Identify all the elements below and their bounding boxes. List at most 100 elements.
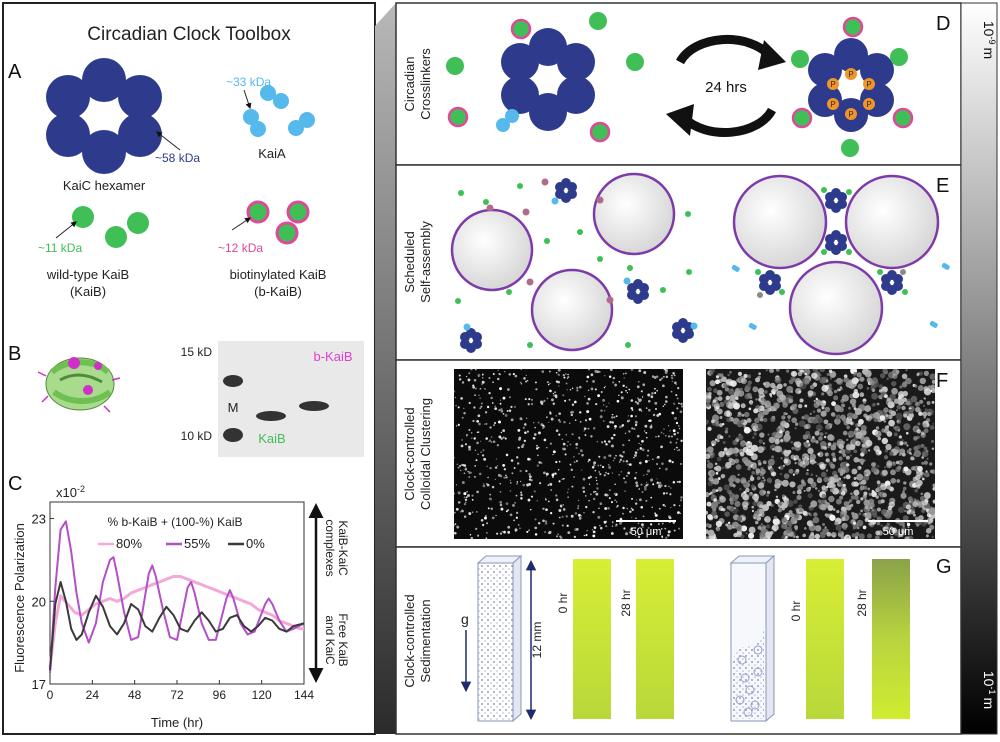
scale-bar-right-label: 50 μm xyxy=(883,526,914,538)
gravity-label: g xyxy=(461,611,469,627)
tube-left-28hr xyxy=(636,559,674,719)
panel-d-label-2: Crosslinkers xyxy=(418,48,433,120)
kaic-mass: ~58 kDa xyxy=(155,151,200,165)
chart-annotation-bottom-1: Free KaiB xyxy=(336,613,350,666)
free-kaib-d xyxy=(446,12,644,143)
chart-multiplier: x10-2 xyxy=(56,484,85,500)
tube-left-0hr xyxy=(573,559,611,719)
svg-text:P: P xyxy=(866,80,871,89)
panel-f-label-1: Clock-controlled xyxy=(402,407,417,500)
y-tick-label: 23 xyxy=(32,512,46,527)
kaib-monomers xyxy=(72,206,149,248)
panel-f-letter: F xyxy=(936,370,948,392)
x-tick-label: 72 xyxy=(170,688,184,702)
tube-right-28hr-label: 28 hr xyxy=(855,589,869,616)
chart-y-label: Fluorescence Polarization xyxy=(12,523,27,673)
panel-e-label-1: Scheduled xyxy=(402,231,417,292)
legend-label: 0% xyxy=(246,536,265,551)
legend-label: 80% xyxy=(116,536,142,551)
cycle-period: 24 hrs xyxy=(705,79,747,96)
panel-g-letter: G xyxy=(936,556,952,578)
x-tick-label: 96 xyxy=(213,688,227,702)
bkaib-mass: ~12 kDa xyxy=(218,241,263,255)
tube-right-0hr xyxy=(806,559,844,719)
kaic-hexamer xyxy=(46,58,162,174)
free-components-e xyxy=(455,178,692,348)
scale-top-label: 10-9m xyxy=(981,21,997,59)
gel-bands xyxy=(223,375,329,442)
panel-g-label-1: Clock-controlled xyxy=(402,594,417,687)
kaic-mass-pointer xyxy=(156,131,181,151)
panel-f-label-2: Colloidal Clustering xyxy=(418,398,433,510)
phosphate-labels: P P P P P P xyxy=(830,70,871,119)
chart-x-label: Time (hr) xyxy=(151,715,203,730)
kaib-label-line1: wild-type KaiB xyxy=(46,267,129,282)
chart-legend-title: % b-KaiB + (100-%) KaiB xyxy=(107,515,242,529)
chart-annotation-top-2: complexes xyxy=(323,519,337,576)
scale-bottom-label: 10-1m xyxy=(981,671,997,709)
bkaib-monomers xyxy=(246,200,310,245)
toolbox-title: Circadian Clock Toolbox xyxy=(87,24,291,45)
gel-band-bkaib: b-KaiB xyxy=(313,349,352,364)
gel-lane-m: M xyxy=(228,400,239,415)
chart-annotation-bottom-2: and KaiC xyxy=(323,615,337,665)
cycle-arrow-top xyxy=(676,34,774,65)
kaia-mass: ~33 kDa xyxy=(226,75,271,89)
kaib-protein-structure xyxy=(37,357,121,413)
svg-text:P: P xyxy=(848,110,853,119)
chart-annotation-top-1: KaiB-KaiC xyxy=(336,520,350,576)
legend-label: 55% xyxy=(184,536,210,551)
phosphate-groups xyxy=(827,68,875,120)
x-tick-label: 48 xyxy=(128,688,142,702)
micrograph-clustered-particles xyxy=(706,369,935,539)
panel-d-label-1: Circadian xyxy=(402,57,417,112)
colloids-dispersed xyxy=(450,172,676,352)
y-tick-label: 20 xyxy=(32,594,46,609)
bound-kaib-e xyxy=(755,187,908,298)
series-line-55pct xyxy=(49,520,305,674)
bound-kaib-d xyxy=(791,16,914,157)
micrograph-dispersed-particles xyxy=(454,369,683,539)
height-label: 12 mm xyxy=(530,622,544,659)
tube-right-28hr xyxy=(872,559,910,719)
chart-ticks: 0 24 48 72 96 120 144 17 20 23 xyxy=(32,512,315,702)
kaib-mass: ~11 kDa xyxy=(38,241,82,255)
kaia-label: KaiA xyxy=(258,146,286,161)
cycle-arrowhead-bottom xyxy=(666,104,694,136)
x-tick-label: 24 xyxy=(86,688,100,702)
gel-marker-10: 10 kD xyxy=(181,429,213,443)
kaia-bound xyxy=(496,109,519,132)
svg-text:P: P xyxy=(866,100,871,109)
x-tick-label: 144 xyxy=(294,688,314,702)
cuvette-sedimented xyxy=(729,554,776,723)
series-line-0pct xyxy=(49,581,305,671)
panel-g-label-2: Sedimentation xyxy=(418,599,433,682)
gel-image xyxy=(218,341,364,457)
panel-e-letter: E xyxy=(936,175,949,197)
kaib-mass-pointer xyxy=(55,221,77,239)
scale-bar-left-label: 50 μm xyxy=(631,526,662,538)
free-kaia-e xyxy=(731,263,950,330)
svg-text:P: P xyxy=(848,70,853,79)
zoom-wedge xyxy=(375,3,396,734)
panel-c-letter: C xyxy=(8,473,22,495)
length-scale-bar xyxy=(960,2,998,735)
chart-series xyxy=(48,520,305,674)
kaic-hexamer-unphosphorylated xyxy=(501,28,595,131)
bkaib-mass-pointer xyxy=(231,217,251,231)
panel-b-letter: B xyxy=(8,343,21,365)
chart-legend: 80% 55% 0% xyxy=(98,536,265,551)
kaic-label: KaiC hexamer xyxy=(63,178,146,193)
x-tick-label: 0 xyxy=(47,688,54,702)
x-tick-label: 120 xyxy=(252,688,272,702)
panel-a-letter: A xyxy=(8,61,22,83)
panel-d-letter: D xyxy=(936,13,950,35)
kaia-dimers xyxy=(243,85,315,137)
gel-band-kaib: KaiB xyxy=(258,431,285,446)
kaic-complexes-e xyxy=(460,178,903,353)
cycle-arrow-bottom xyxy=(680,107,776,137)
bkaib-label-line2: (b-KaiB) xyxy=(254,284,302,299)
svg-text:P: P xyxy=(830,100,835,109)
